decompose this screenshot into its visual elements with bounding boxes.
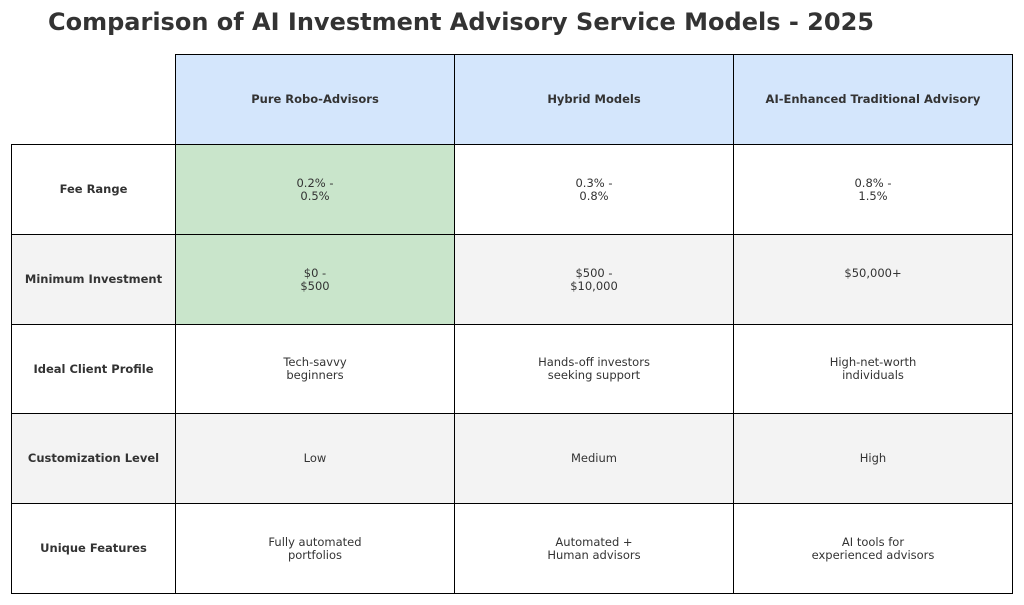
- table-cell: 0.3% - 0.8%: [454, 144, 734, 235]
- table-cell: 0.2% - 0.5%: [175, 144, 455, 235]
- table-cell: High-net-worth individuals: [733, 324, 1013, 414]
- table-cell: Hands-off investors seeking support: [454, 324, 734, 414]
- table-cell: Tech-savvy beginners: [175, 324, 455, 414]
- table-cell: Low: [175, 413, 455, 504]
- table-cell: $50,000+: [733, 234, 1013, 325]
- table-cell: High: [733, 413, 1013, 504]
- row-label: Fee Range: [11, 144, 176, 235]
- table-cell: Automated + Human advisors: [454, 503, 734, 594]
- table-cell: Medium: [454, 413, 734, 504]
- column-header: AI-Enhanced Traditional Advisory: [733, 54, 1013, 145]
- column-header: Pure Robo-Advisors: [175, 54, 455, 145]
- column-header: Hybrid Models: [454, 54, 734, 145]
- row-label: Minimum Investment: [11, 234, 176, 325]
- table-cell: Fully automated portfolios: [175, 503, 455, 594]
- row-label: Ideal Client Profile: [11, 324, 176, 414]
- row-label: Unique Features: [11, 503, 176, 594]
- table-cell: $0 - $500: [175, 234, 455, 325]
- chart-title: Comparison of AI Investment Advisory Ser…: [48, 8, 874, 36]
- table-cell: 0.8% - 1.5%: [733, 144, 1013, 235]
- row-label: Customization Level: [11, 413, 176, 504]
- table-cell: AI tools for experienced advisors: [733, 503, 1013, 594]
- table-cell: $500 - $10,000: [454, 234, 734, 325]
